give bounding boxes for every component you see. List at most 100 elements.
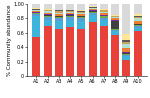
Bar	[100, 15, 108, 16]
Bar	[134, 31, 142, 76]
Bar	[55, 21, 63, 29]
Bar	[100, 20, 108, 26]
Bar	[66, 14, 74, 15]
Bar	[32, 4, 40, 8]
Bar	[44, 10, 52, 11]
Bar	[122, 48, 130, 52]
Bar	[122, 56, 130, 60]
Bar	[100, 12, 108, 13]
Bar	[66, 15, 74, 17]
Bar	[66, 20, 74, 27]
Bar	[77, 15, 85, 16]
Bar	[111, 4, 119, 15]
Bar	[111, 29, 119, 30]
Bar	[32, 8, 40, 9]
Bar	[77, 21, 85, 29]
Bar	[77, 12, 85, 13]
Bar	[32, 14, 40, 16]
Bar	[66, 12, 74, 13]
Bar	[44, 14, 52, 15]
Bar	[122, 60, 130, 76]
Bar	[77, 29, 85, 76]
Y-axis label: % Community abundance: % Community abundance	[7, 4, 12, 76]
Bar	[111, 30, 119, 31]
Bar	[55, 16, 63, 17]
Bar	[77, 18, 85, 21]
Bar	[89, 7, 97, 8]
Bar	[134, 15, 142, 17]
Bar	[100, 26, 108, 76]
Bar	[89, 22, 97, 76]
Bar	[77, 11, 85, 12]
Bar	[100, 9, 108, 10]
Bar	[77, 17, 85, 18]
Bar	[122, 54, 130, 55]
Bar	[134, 17, 142, 18]
Bar	[32, 37, 40, 76]
Bar	[100, 4, 108, 9]
Bar	[32, 12, 40, 13]
Bar	[134, 14, 142, 15]
Bar	[111, 17, 119, 18]
Bar	[44, 9, 52, 10]
Bar	[111, 16, 119, 17]
Bar	[134, 18, 142, 21]
Bar	[122, 4, 130, 34]
Bar	[134, 25, 142, 26]
Bar	[44, 11, 52, 13]
Bar	[55, 18, 63, 21]
Bar	[66, 11, 74, 12]
Bar	[44, 15, 52, 17]
Bar	[55, 13, 63, 14]
Bar	[134, 28, 142, 31]
Bar	[122, 52, 130, 53]
Bar	[32, 13, 40, 14]
Bar	[111, 21, 119, 29]
Bar	[134, 24, 142, 25]
Bar	[55, 29, 63, 76]
Bar	[89, 15, 97, 22]
Bar	[122, 53, 130, 54]
Bar	[89, 8, 97, 9]
Bar	[111, 15, 119, 16]
Bar	[55, 4, 63, 10]
Bar	[66, 17, 74, 20]
Bar	[55, 11, 63, 13]
Bar	[89, 10, 97, 11]
Bar	[66, 27, 74, 76]
Bar	[111, 35, 119, 76]
Bar	[55, 15, 63, 16]
Bar	[44, 4, 52, 9]
Bar	[89, 12, 97, 13]
Bar	[66, 13, 74, 14]
Bar	[32, 10, 40, 11]
Bar	[44, 17, 52, 20]
Bar	[66, 4, 74, 10]
Bar	[122, 40, 130, 42]
Bar	[100, 16, 108, 18]
Bar	[89, 11, 97, 12]
Bar	[111, 18, 119, 20]
Bar	[89, 13, 97, 15]
Bar	[32, 16, 40, 37]
Bar	[100, 13, 108, 15]
Bar	[32, 11, 40, 12]
Bar	[77, 16, 85, 17]
Bar	[55, 17, 63, 18]
Bar	[122, 44, 130, 48]
Bar	[66, 10, 74, 11]
Bar	[55, 14, 63, 15]
Bar	[100, 18, 108, 20]
Bar	[134, 21, 142, 24]
Bar	[44, 20, 52, 26]
Bar	[89, 4, 97, 6]
Bar	[100, 10, 108, 12]
Bar	[77, 13, 85, 14]
Bar	[89, 9, 97, 10]
Bar	[111, 20, 119, 21]
Bar	[44, 13, 52, 14]
Bar	[111, 31, 119, 35]
Bar	[134, 4, 142, 14]
Bar	[122, 55, 130, 56]
Bar	[32, 9, 40, 10]
